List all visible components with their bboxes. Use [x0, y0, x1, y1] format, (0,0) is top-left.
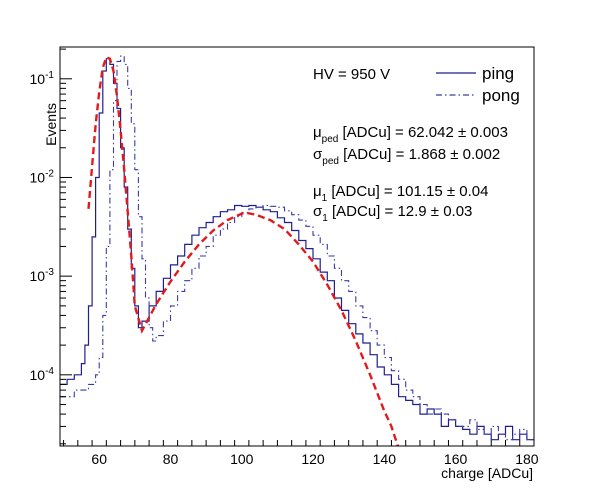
axes: 60 80 100 120 140 160 180 10-4 10-3 10-2 10-1	[30, 46, 539, 467]
y-tick-label: 10-1	[30, 70, 55, 87]
svg-text:σped [ADCu] = 1.868 ± 0.002: σped [ADCu] = 1.868 ± 0.002	[313, 146, 500, 167]
sigma-1-sub: 1	[322, 213, 328, 224]
sigma-ped-annotation: σped [ADCu] = 1.868 ± 0.002	[313, 146, 500, 167]
x-tick-label: 60	[91, 451, 107, 467]
series-line-fit	[87, 55, 400, 446]
sigma-ped-text: [ADCu] = 1.868 ± 0.002	[339, 146, 500, 163]
plot-area	[60, 55, 534, 446]
x-tick-label: 120	[301, 451, 325, 467]
series-line-ping	[60, 58, 534, 441]
mu-ped-symbol: μ	[313, 124, 322, 141]
y-tick-label: 10-2	[30, 168, 55, 185]
y-tick-label: 10-3	[30, 267, 55, 284]
sigma-1-annotation: σ1 [ADCu] = 12.9 ± 0.03	[313, 203, 472, 224]
svg-text:μ1 [ADCu] = 101.15 ± 0.04: μ1 [ADCu] = 101.15 ± 0.04	[313, 183, 488, 204]
mu-1-sub: 1	[322, 193, 328, 204]
x-tick-label: 140	[373, 451, 397, 467]
svg-text:μped [ADCu] = 62.042 ± 0.003: μped [ADCu] = 62.042 ± 0.003	[313, 124, 508, 145]
sigma-ped-symbol: σ	[313, 146, 323, 163]
x-tick-label: 80	[163, 451, 179, 467]
legend-entry-ping: ping	[436, 64, 514, 83]
sigma-ped-sub: ped	[322, 156, 339, 167]
legend-label-pong: pong	[482, 86, 520, 105]
y-tick-label: 10-4	[30, 366, 55, 383]
mu-1-symbol: μ	[313, 183, 322, 200]
hv-annotation: HV = 950 V	[313, 66, 390, 83]
legend: ping pong	[436, 64, 520, 105]
mu-ped-sub: ped	[322, 134, 339, 145]
y-axis-title: Events	[43, 103, 59, 146]
svg-text:σ1 [ADCu] = 12.9 ± 0.03: σ1 [ADCu] = 12.9 ± 0.03	[313, 203, 472, 224]
mu-ped-annotation: μped [ADCu] = 62.042 ± 0.003	[313, 124, 508, 145]
x-axis-title: charge [ADCu]	[441, 465, 533, 481]
sigma-1-text: [ADCu] = 12.9 ± 0.03	[328, 203, 473, 220]
x-tick-label: 180	[515, 451, 539, 467]
x-tick-label: 100	[230, 451, 254, 467]
x-tick-label: 160	[444, 451, 468, 467]
mu-ped-text: [ADCu] = 62.042 ± 0.003	[338, 124, 508, 141]
series-line-pong	[60, 55, 534, 441]
legend-entry-pong: pong	[436, 86, 520, 105]
mu-1-text: [ADCu] = 101.15 ± 0.04	[327, 183, 488, 200]
mu-1-annotation: μ1 [ADCu] = 101.15 ± 0.04	[313, 183, 488, 204]
sigma-1-symbol: σ	[313, 203, 323, 220]
legend-label-ping: ping	[482, 64, 514, 83]
